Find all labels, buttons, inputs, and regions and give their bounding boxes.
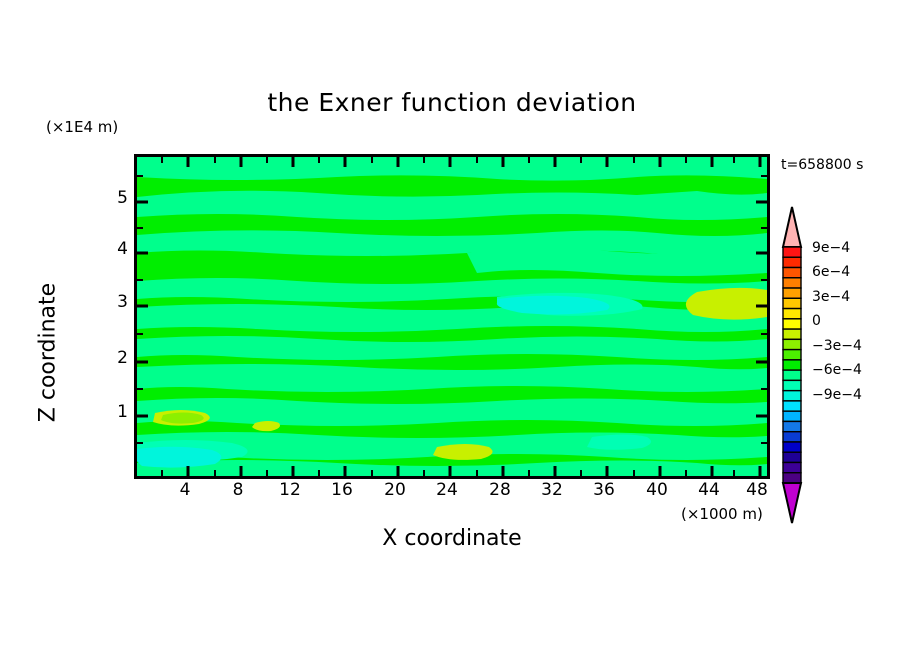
- colorbar-band: [783, 401, 801, 411]
- y-tick-label: 2: [98, 348, 128, 368]
- x-tick-label: 4: [165, 480, 205, 500]
- colorbar-band: [783, 298, 801, 308]
- x-tick-label: 16: [322, 480, 362, 500]
- chart-title: the Exner function deviation: [0, 88, 904, 117]
- colorbar-band: [783, 350, 801, 360]
- colorbar-band: [783, 442, 801, 452]
- contour-band-green-light: [161, 413, 204, 424]
- colorbar-band: [783, 411, 801, 421]
- colorbar-tick-label: −6e−4: [812, 362, 862, 378]
- colorbar[interactable]: [781, 205, 811, 529]
- x-tick-label: 36: [584, 480, 624, 500]
- x-tick-label: 44: [689, 480, 729, 500]
- x-tick-label: 48: [737, 480, 777, 500]
- y-tick-label: 3: [98, 292, 128, 312]
- x-axis-title: X coordinate: [0, 526, 904, 551]
- colorbar-tick-label: 9e−4: [812, 240, 850, 256]
- colorbar-bands: [783, 247, 801, 483]
- colorbar-band: [783, 370, 801, 380]
- time-annotation: t=658800 s: [781, 157, 863, 173]
- colorbar-tick-label: −3e−4: [812, 338, 862, 354]
- colorbar-band: [783, 309, 801, 319]
- colorbar-svg[interactable]: [781, 205, 811, 525]
- colorbar-band: [783, 278, 801, 288]
- x-axis-unit-label: (×1000 m): [681, 505, 763, 523]
- x-tick-label: 40: [637, 480, 677, 500]
- colorbar-band: [783, 432, 801, 442]
- colorbar-band: [783, 339, 801, 349]
- x-tick-label: 32: [532, 480, 572, 500]
- y-tick-label: 4: [98, 239, 128, 259]
- x-tick-label: 8: [218, 480, 258, 500]
- colorbar-band: [783, 452, 801, 462]
- colorbar-band: [783, 257, 801, 267]
- colorbar-band: [783, 319, 801, 329]
- contour-plot-area: [134, 154, 770, 479]
- x-tick-label: 12: [270, 480, 310, 500]
- colorbar-band: [783, 247, 801, 257]
- y-axis-title: Z coordinate: [36, 243, 61, 463]
- y-tick-label: 5: [98, 188, 128, 208]
- colorbar-band: [783, 268, 801, 278]
- colorbar-band: [783, 380, 801, 390]
- y-tick-label: 1: [98, 402, 128, 422]
- colorbar-tick-label: 3e−4: [812, 289, 850, 305]
- colorbar-tick-label: −9e−4: [812, 387, 862, 403]
- z-axis-unit-label: (×1E4 m): [46, 118, 118, 136]
- contour-field: [137, 157, 767, 476]
- colorbar-band: [783, 360, 801, 370]
- x-tick-label: 28: [480, 480, 520, 500]
- colorbar-top-arrow: [783, 207, 801, 247]
- x-tick-label: 20: [375, 480, 415, 500]
- colorbar-band: [783, 473, 801, 483]
- colorbar-band: [783, 421, 801, 431]
- colorbar-tick-label: 0: [812, 313, 821, 329]
- colorbar-band: [783, 329, 801, 339]
- colorbar-band: [783, 391, 801, 401]
- x-tick-label: 24: [427, 480, 467, 500]
- colorbar-tick-label: 6e−4: [812, 264, 850, 280]
- colorbar-band: [783, 462, 801, 472]
- colorbar-bottom-arrow: [783, 483, 801, 523]
- colorbar-band: [783, 288, 801, 298]
